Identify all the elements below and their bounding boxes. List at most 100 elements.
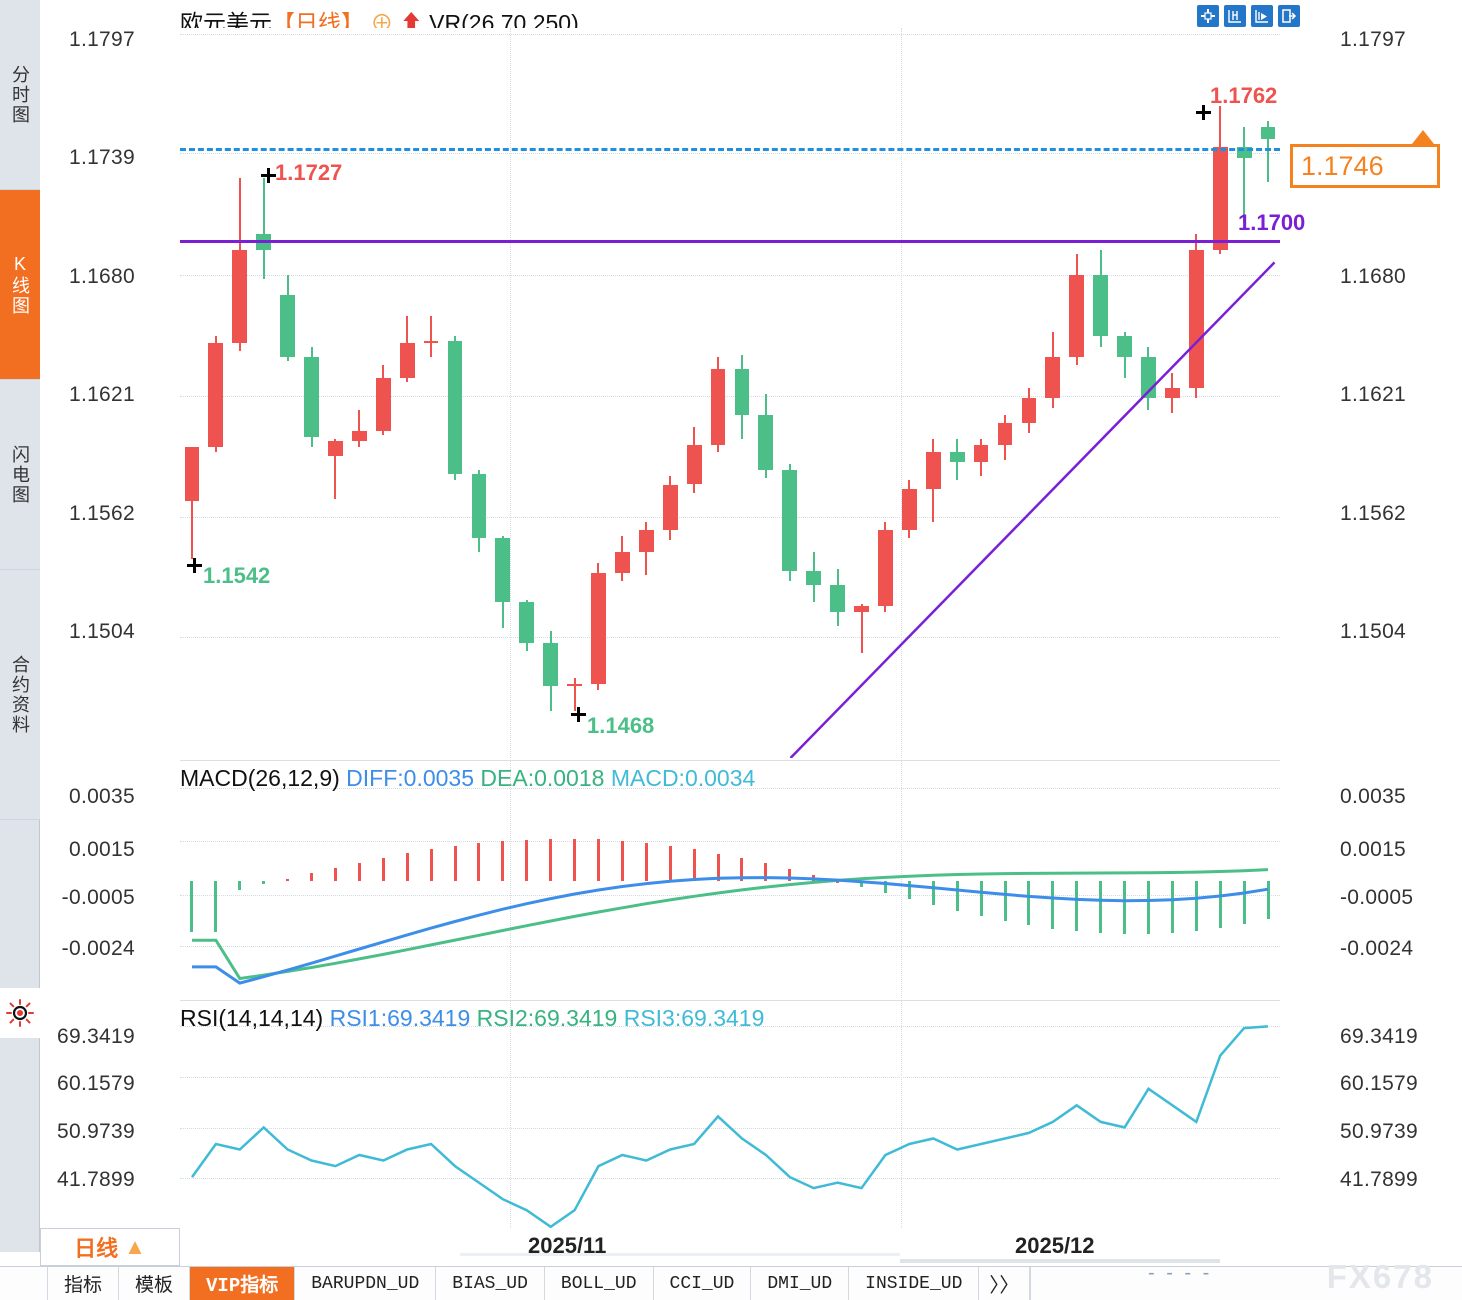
tab-label: BIAS_UD bbox=[452, 1273, 528, 1294]
candle-body bbox=[1117, 336, 1132, 357]
tab-cci-ud[interactable]: CCI_UD bbox=[653, 1267, 752, 1300]
macd-histogram-bar bbox=[1218, 881, 1222, 928]
candle-body bbox=[280, 295, 295, 357]
candle-body bbox=[901, 488, 917, 530]
tab-inside-ud[interactable]: INSIDE_UD bbox=[849, 1267, 980, 1300]
candle-body bbox=[997, 422, 1013, 446]
gridline bbox=[180, 787, 1280, 789]
sidebar-item-kline[interactable]: K线图 bbox=[0, 190, 40, 380]
tab-overflow-label: 〉〉 bbox=[989, 1275, 1020, 1297]
gridline bbox=[180, 1076, 1280, 1078]
vertical-gridline bbox=[900, 761, 902, 998]
rsi-axis-label-right: 60.1579 bbox=[1340, 1072, 1419, 1095]
macd-dea-line bbox=[192, 868, 1269, 981]
tab-indicators[interactable]: 指标 bbox=[48, 1267, 120, 1300]
macd-dea-label: DEA:0.0018 bbox=[480, 765, 605, 791]
candle-body bbox=[471, 474, 487, 538]
caret-up-icon: ▲ bbox=[124, 1234, 146, 1259]
cursor-icon[interactable] bbox=[1251, 5, 1273, 27]
scroll-thumb[interactable] bbox=[900, 1259, 1220, 1263]
macd-histogram-bar bbox=[979, 881, 983, 917]
tab-label: VIP指标 bbox=[206, 1275, 279, 1297]
macd-axis-label: -0.0024 bbox=[61, 937, 135, 960]
gridline bbox=[180, 945, 1280, 947]
low-mid-label: 1.1468 bbox=[587, 713, 655, 738]
dashed-reference-line bbox=[180, 148, 1280, 151]
tab-bias-ud[interactable]: BIAS_UD bbox=[436, 1267, 545, 1300]
candle-body bbox=[328, 441, 343, 456]
macd-histogram-bar bbox=[1099, 881, 1103, 934]
macd-histogram-bar bbox=[1194, 881, 1198, 932]
macd-pane bbox=[180, 760, 1280, 998]
macd-histogram-bar bbox=[1146, 881, 1150, 935]
candle-body bbox=[949, 451, 965, 462]
candle-body bbox=[184, 447, 200, 501]
high-left-marker bbox=[261, 168, 276, 183]
brightness-icon bbox=[6, 999, 34, 1027]
candle-body bbox=[1021, 398, 1037, 423]
sidebar-item-label: 分时图 bbox=[10, 64, 30, 125]
macd-histogram-bar bbox=[1123, 881, 1127, 935]
tab-label: 模板 bbox=[135, 1275, 174, 1296]
tab-label: INSIDE_UD bbox=[865, 1273, 963, 1294]
candle-body bbox=[830, 585, 845, 612]
macd-histogram-bar bbox=[860, 881, 864, 887]
candle-body bbox=[614, 552, 630, 573]
candle-body bbox=[423, 340, 439, 343]
price-axis-label: 1.1797 bbox=[68, 28, 135, 51]
tab-dmi-ud[interactable]: DMI_UD bbox=[751, 1267, 850, 1300]
macd-histogram-bar bbox=[286, 878, 290, 882]
rsi-title: RSI(14,14,14) bbox=[180, 1005, 324, 1031]
sidebar-item-timeline[interactable]: 分时图 bbox=[0, 0, 40, 190]
price-axis-label: 1.1504 bbox=[68, 620, 135, 643]
macd-histogram-bar bbox=[1170, 881, 1174, 934]
candle-wick bbox=[334, 439, 337, 499]
tab-vip-indicators[interactable]: VIP指标 bbox=[190, 1267, 296, 1300]
rsi-axis-label: 60.1579 bbox=[56, 1072, 135, 1095]
purple-support-line bbox=[180, 240, 1280, 243]
macd-histogram-bar bbox=[716, 853, 720, 882]
macd-histogram-bar bbox=[1003, 881, 1007, 921]
rsi-line bbox=[190, 1025, 1269, 1229]
candle-body bbox=[1164, 387, 1180, 399]
period-button[interactable]: 日线 ▲ bbox=[40, 1228, 180, 1266]
macd-histogram-bar bbox=[931, 881, 935, 906]
tab-barupdn-ud[interactable]: BARUPDN_UD bbox=[295, 1267, 437, 1300]
rsi-axis-label-right: 41.7899 bbox=[1340, 1168, 1419, 1191]
candle-body bbox=[375, 377, 391, 432]
tab-label: BOLL_UD bbox=[560, 1273, 637, 1294]
candle-body bbox=[1236, 147, 1252, 158]
candle-body bbox=[232, 250, 248, 343]
sidebar-item-contract-info[interactable]: 合约资料 bbox=[0, 570, 40, 820]
vertical-gridline bbox=[900, 1001, 902, 1228]
candle-wick bbox=[1267, 120, 1270, 183]
brightness-toggle[interactable] bbox=[0, 988, 40, 1038]
crosshair-expand-icon[interactable] bbox=[1197, 5, 1219, 27]
current-price-value: 1.1746 bbox=[1301, 150, 1384, 181]
low-mid-marker bbox=[571, 707, 586, 722]
gridline bbox=[180, 153, 1280, 155]
price-axis-label-right: 1.1621 bbox=[1340, 383, 1407, 406]
tab-templates[interactable]: 模板 bbox=[119, 1267, 191, 1300]
measure-icon[interactable] bbox=[1224, 5, 1246, 27]
macd-histogram-bar bbox=[477, 843, 481, 882]
rsi2-label: RSI2:69.3419 bbox=[476, 1005, 618, 1031]
candle-body bbox=[591, 572, 606, 684]
scroll-track-upper[interactable] bbox=[460, 1253, 900, 1256]
high-right-marker bbox=[1196, 105, 1211, 120]
macd-histogram-bar bbox=[692, 849, 696, 882]
macd-histogram-bar bbox=[310, 873, 314, 882]
price-axis-label: 1.1621 bbox=[68, 383, 135, 406]
macd-histogram-bar bbox=[333, 867, 337, 882]
tab-overflow-button[interactable]: 〉〉 bbox=[979, 1267, 1031, 1300]
macd-histogram-bar bbox=[883, 881, 887, 894]
exit-icon[interactable] bbox=[1278, 5, 1300, 27]
candle-wick bbox=[573, 677, 576, 711]
macd-histogram-bar bbox=[238, 881, 242, 891]
sidebar-item-lightning[interactable]: 闪电图 bbox=[0, 380, 40, 570]
tab-label: BARUPDN_UD bbox=[311, 1273, 420, 1294]
macd-histogram-bar bbox=[549, 838, 553, 882]
tab-boll-ud[interactable]: BOLL_UD bbox=[544, 1267, 654, 1300]
candle-wick bbox=[1243, 126, 1246, 224]
